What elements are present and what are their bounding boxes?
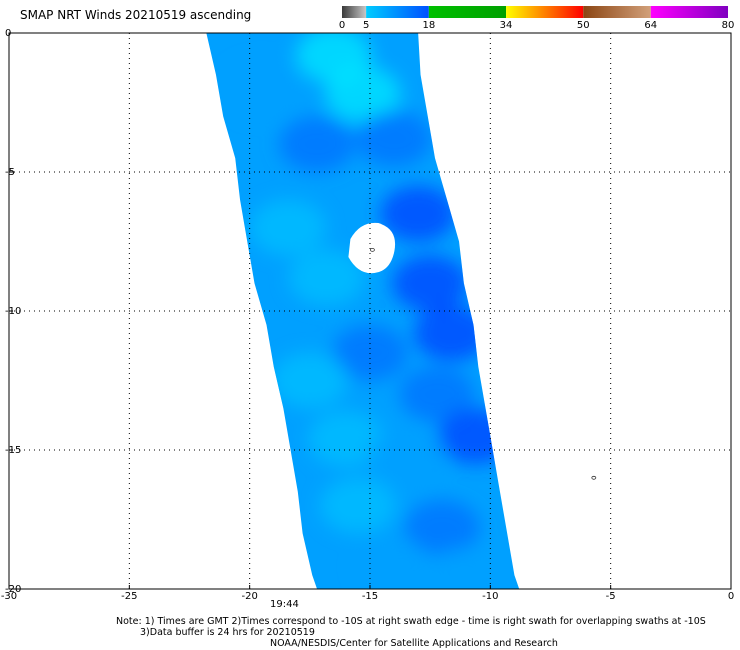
colorbar-segment xyxy=(506,6,584,18)
x-tick-label: -15 xyxy=(362,591,378,600)
colorbar-labels: 0 5 18 34 50 64 80 xyxy=(330,20,740,34)
colorbar-label: 18 xyxy=(422,20,436,31)
colorbar-label: 64 xyxy=(644,20,658,31)
colorbar-segment xyxy=(366,6,429,18)
colorbar-segment xyxy=(583,6,651,18)
map-title: SMAP NRT Winds 20210519 ascending xyxy=(20,8,252,22)
x-tick-label: -20 xyxy=(241,591,257,600)
colorbar-label: 34 xyxy=(499,20,513,31)
wind-map: -30 -25 -20 -15 -10 -5 0 0 -5 -10 -15 -20 xyxy=(1,28,734,600)
point-marker xyxy=(370,247,375,252)
point-marker xyxy=(591,475,597,480)
y-tick-label: -5 xyxy=(5,167,15,178)
y-tick-label: -10 xyxy=(5,306,21,317)
colorbar-label: 80 xyxy=(721,20,735,31)
x-tick-label: 0 xyxy=(728,591,734,600)
note-line-1: Note: 1) Times are GMT 2)Times correspon… xyxy=(116,616,706,627)
y-tick-label: 0 xyxy=(5,28,11,39)
x-tick-label: -5 xyxy=(606,591,616,600)
x-tick-label: -30 xyxy=(1,591,17,600)
colorbar-segment xyxy=(342,6,367,18)
y-tick-label: -15 xyxy=(5,445,21,456)
note-line-2: 3)Data buffer is 24 hrs for 20210519 xyxy=(140,627,315,638)
colorbar-label: 5 xyxy=(362,20,370,31)
y-tick-label: -20 xyxy=(5,584,21,595)
wind-speed-colorbar xyxy=(342,6,728,18)
swath-time-label: 19:44 xyxy=(270,599,299,610)
colorbar-label: 0 xyxy=(338,20,346,31)
colorbar-label: 50 xyxy=(576,20,590,31)
note-line-3: NOAA/NESDIS/Center for Satellite Applica… xyxy=(270,638,558,649)
x-tick-label: -25 xyxy=(121,591,137,600)
colorbar-segment xyxy=(428,6,507,18)
colorbar-segment xyxy=(650,6,728,18)
x-tick-label: -10 xyxy=(482,591,498,600)
